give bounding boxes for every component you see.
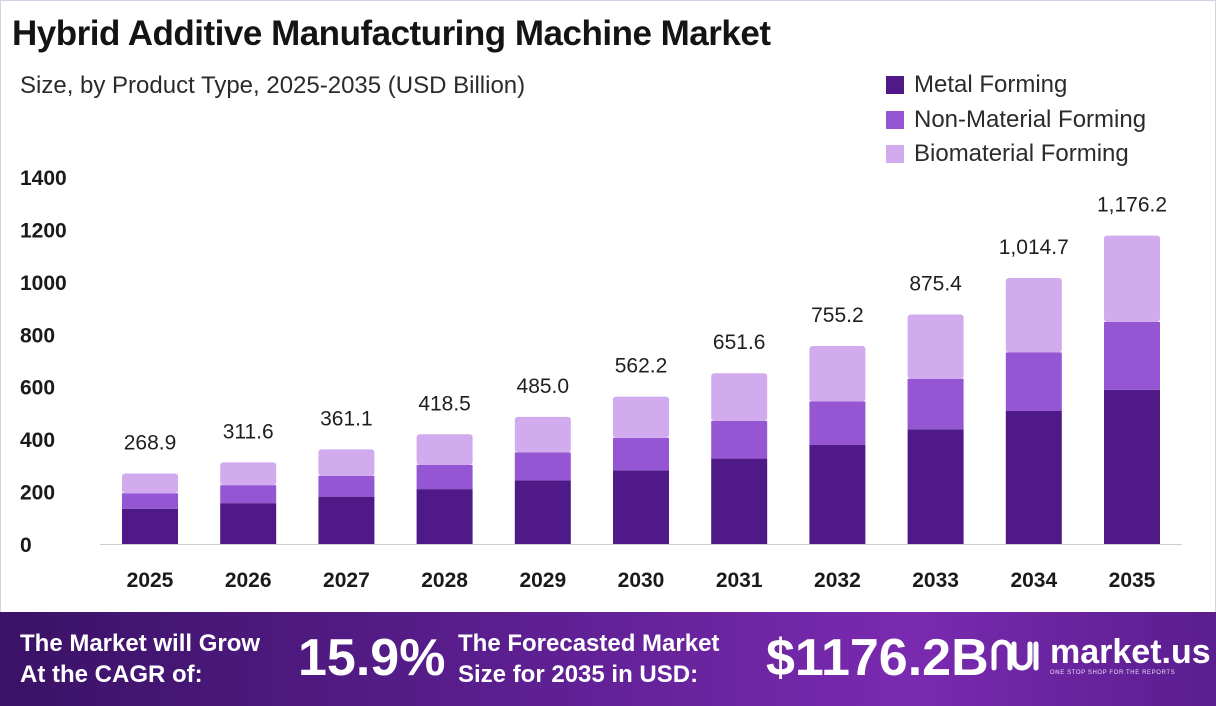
bar-2029-biomaterial-forming — [514, 416, 571, 453]
total-label-2027: 361.1 — [320, 407, 373, 430]
bar-2027-metal-forming — [318, 496, 375, 544]
y-tick-label-800: 800 — [20, 324, 55, 347]
bar-2030-non-material-forming — [613, 437, 669, 471]
bar-2029-non-material-forming — [514, 452, 571, 481]
legend-swatch-biomaterial-forming — [886, 145, 904, 164]
bar-2029-metal-forming — [514, 480, 571, 544]
forecast-label-line2: Size for 2035 in USD: — [458, 661, 699, 688]
bar-2032-non-material-forming — [809, 401, 866, 446]
y-tick-label-600: 600 — [20, 377, 55, 400]
legend-swatch-metal-forming — [886, 76, 904, 95]
bar-2031-metal-forming — [711, 458, 768, 544]
bar-2032-metal-forming — [809, 445, 866, 544]
chart-subtitle: Size, by Product Type, 2025-2035 (USD Bi… — [20, 72, 526, 99]
x-tick-label-2031: 2031 — [716, 569, 763, 592]
cagr-value: 15.9% — [298, 629, 446, 687]
bar-2033-non-material-forming — [907, 378, 964, 430]
legend-item-biomaterial-forming: Biomaterial Forming — [886, 137, 1146, 172]
bar-2034-metal-forming — [1005, 410, 1062, 544]
bar-2031-non-material-forming — [711, 421, 768, 459]
y-tick-label-1400: 1400 — [20, 167, 67, 190]
forecast-value: $1176.2B — [766, 629, 989, 687]
cagr-label: The Market will Grow At the CAGR of: — [20, 628, 260, 690]
x-tick-label-2029: 2029 — [519, 569, 566, 592]
bar-2027-non-material-forming — [318, 475, 375, 497]
market-us-logo-icon — [991, 639, 1039, 671]
bar-2033-metal-forming — [907, 429, 964, 544]
legend-item-metal-forming: Metal Forming — [886, 68, 1146, 103]
total-label-2028: 418.5 — [418, 392, 471, 415]
forecast-label-line1: The Forecasted Market — [458, 630, 720, 657]
total-label-2033: 875.4 — [909, 273, 962, 296]
bar-2026-metal-forming — [220, 503, 277, 544]
total-label-2034: 1,014.7 — [999, 236, 1069, 259]
total-label-2026: 311.6 — [223, 420, 274, 443]
x-tick-label-2025: 2025 — [127, 569, 174, 592]
chart-legend: Metal Forming Non-Material Forming Bioma… — [886, 68, 1146, 172]
x-tick-label-2028: 2028 — [421, 569, 468, 592]
bar-2035-biomaterial-forming — [1104, 235, 1160, 322]
bar-2025-non-material-forming — [122, 493, 178, 509]
y-tick-label-200: 200 — [20, 482, 55, 505]
legend-item-non-material-forming: Non-Material Forming — [886, 103, 1146, 138]
x-tick-label-2026: 2026 — [225, 569, 272, 592]
y-tick-label-400: 400 — [20, 429, 55, 452]
bar-2035-metal-forming — [1104, 389, 1160, 544]
bar-2028-metal-forming — [416, 489, 473, 544]
total-label-2031: 651.6 — [713, 331, 766, 354]
y-tick-label-1000: 1000 — [20, 272, 67, 295]
cagr-label-line2: At the CAGR of: — [20, 661, 203, 688]
bar-2031-biomaterial-forming — [711, 373, 768, 422]
y-tick-label-0: 0 — [20, 534, 32, 557]
bar-2025-biomaterial-forming — [122, 473, 178, 494]
bar-2028-biomaterial-forming — [416, 434, 473, 465]
bar-2030-biomaterial-forming — [613, 396, 669, 438]
legend-label-non-material-forming: Non-Material Forming — [914, 105, 1147, 133]
forecast-label: The Forecasted Market Size for 2035 in U… — [458, 628, 719, 690]
bar-2027-biomaterial-forming — [318, 449, 375, 476]
brand-logo: market.us ONE STOP SHOP FOR THE REPORTS — [990, 632, 1211, 676]
summary-banner: The Market will Grow At the CAGR of: 15.… — [0, 612, 1216, 706]
total-label-2035: 1,176.2 — [1097, 194, 1167, 217]
stacked-bar-chart: 0 200 400 600 800 1000 1200 1400 268.9 2025 311.6 2… — [20, 167, 1182, 592]
bar-2026-biomaterial-forming — [220, 462, 277, 486]
bar-2026-non-material-forming — [220, 485, 277, 504]
total-label-2030: 562.2 — [615, 355, 668, 378]
bar-2032-biomaterial-forming — [809, 346, 866, 402]
bar-2034-non-material-forming — [1005, 352, 1062, 411]
y-tick-label-1200: 1200 — [20, 219, 67, 242]
bar-2035-non-material-forming — [1104, 321, 1160, 390]
brand-tagline: ONE STOP SHOP FOR THE REPORTS — [1050, 669, 1176, 676]
bar-2030-metal-forming — [613, 470, 669, 544]
legend-swatch-non-material-forming — [886, 110, 904, 129]
x-tick-label-2032: 2032 — [814, 569, 861, 592]
brand-name: market.us — [1050, 632, 1211, 671]
bar-2034-biomaterial-forming — [1005, 278, 1062, 353]
x-tick-label-2034: 2034 — [1010, 569, 1057, 592]
cagr-label-line1: The Market will Grow — [20, 630, 261, 657]
total-label-2029: 485.0 — [517, 375, 570, 398]
bar-2033-biomaterial-forming — [907, 314, 964, 379]
x-tick-label-2033: 2033 — [912, 569, 959, 592]
x-tick-label-2027: 2027 — [323, 569, 370, 592]
bar-2025-metal-forming — [122, 508, 178, 544]
legend-label-biomaterial-forming: Biomaterial Forming — [914, 140, 1129, 168]
total-label-2032: 755.2 — [811, 304, 864, 327]
chart-title: Hybrid Additive Manufacturing Machine Ma… — [12, 14, 771, 53]
x-tick-label-2030: 2030 — [618, 569, 665, 592]
total-label-2025: 268.9 — [124, 432, 177, 455]
x-tick-label-2035: 2035 — [1109, 569, 1156, 592]
bar-2028-non-material-forming — [416, 464, 473, 490]
legend-label-metal-forming: Metal Forming — [914, 71, 1068, 99]
